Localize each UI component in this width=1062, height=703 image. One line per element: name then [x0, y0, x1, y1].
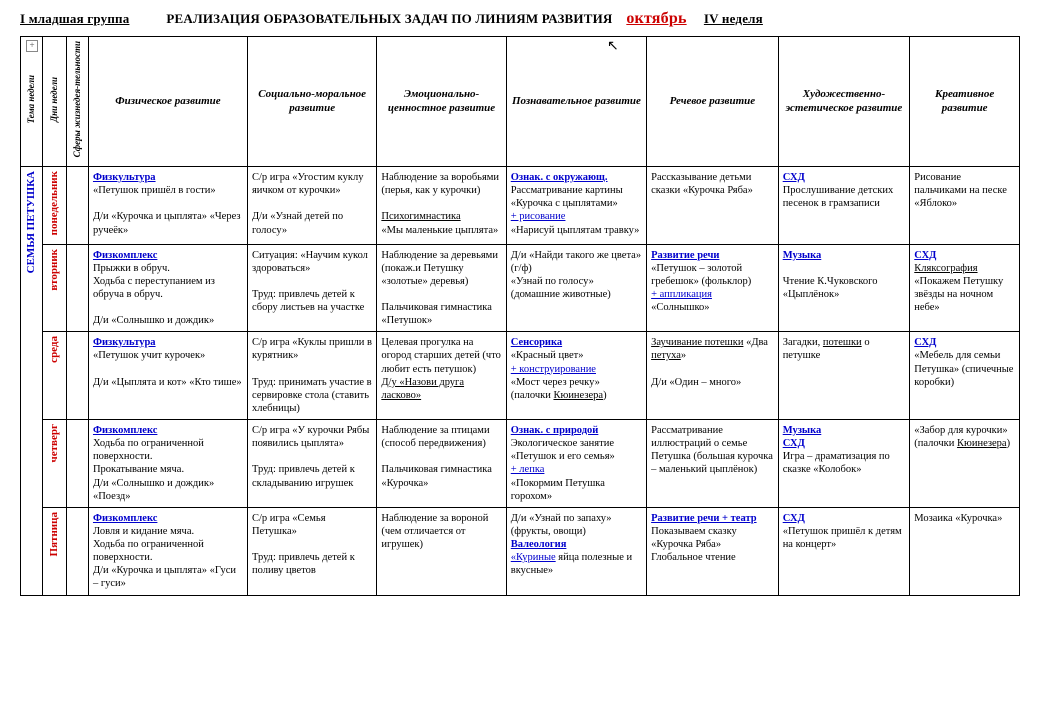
header-days: Дни недели	[42, 37, 66, 167]
cell: Заучивание потешки «Два петуха»Д/и «Один…	[647, 332, 779, 420]
expand-box-icon[interactable]: +	[26, 40, 38, 52]
document-root: + ↖ I младшая группа РЕАЛИЗАЦИЯ ОБРАЗОВА…	[20, 10, 1042, 596]
table-header-row: Тема недели Дни недели Сферы жизнедея-те…	[21, 37, 1020, 167]
main-title: РЕАЛИЗАЦИЯ ОБРАЗОВАТЕЛЬНЫХ ЗАДАЧ ПО ЛИНИ…	[166, 11, 612, 26]
cell: С/р игра «Угостим куклу яичком от курочк…	[247, 167, 376, 245]
table-row: четверг ФизкомплексХодьба по ограниченно…	[21, 420, 1020, 508]
day-label: четверг	[42, 420, 66, 508]
cell: «Забор для курочки» (палочки Кюинезера)	[910, 420, 1020, 508]
cell: МузыкаЧтение К.Чуковского «Цыплёнок»	[778, 244, 910, 332]
col-header: Эмоционально-ценностное развитие	[377, 37, 506, 167]
empty-cell	[67, 244, 89, 332]
cell: С/р игра «Семья Петушка»Труд: привлечь д…	[247, 507, 376, 595]
col-header: Речевое развитие	[647, 37, 779, 167]
cell: СХДПрослушивание детских песенок в грамз…	[778, 167, 910, 245]
cell: Рассматривание иллюстраций о семье Петуш…	[647, 420, 779, 508]
day-label: понедельник	[42, 167, 66, 245]
cell: Ситуация: «Научим кукол здороваться»Труд…	[247, 244, 376, 332]
col-header: Художественно-эстетическое развитие	[778, 37, 910, 167]
cell: Наблюдение за вороной (чем отличается от…	[377, 507, 506, 595]
table-row: Пятница ФизкомплексЛовля и кидание мяча.…	[21, 507, 1020, 595]
group-label: I младшая группа	[20, 11, 129, 26]
col-header: Физическое развитие	[88, 37, 247, 167]
cell: Мозаика «Курочка»	[910, 507, 1020, 595]
month-label: октябрь	[626, 10, 686, 27]
col-header: Познавательное развитие	[506, 37, 646, 167]
col-header: Социально-моральное развитие	[247, 37, 376, 167]
cell: Физкультура«Петушок учит курочек»Д/и «Цы…	[88, 332, 247, 420]
cell: Д/и «Найди такого же цвета» (г/ф)«Узнай …	[506, 244, 646, 332]
page-title: I младшая группа РЕАЛИЗАЦИЯ ОБРАЗОВАТЕЛЬ…	[20, 10, 1042, 28]
cell: Ознак. с окружающ.Рассматривание картины…	[506, 167, 646, 245]
cell: МузыкаСХДИгра – драматизация по сказке «…	[778, 420, 910, 508]
cell: Рисование пальчиками на песке «Яблоко»	[910, 167, 1020, 245]
empty-cell	[67, 420, 89, 508]
cell: С/р игра «У курочки Рябы появились цыпля…	[247, 420, 376, 508]
cell: СХД«Петушок пришёл к детям на концерт»	[778, 507, 910, 595]
cell: ФизкомплексПрыжки в обруч.Ходьба с перес…	[88, 244, 247, 332]
cell: Загадки, потешки о петушке	[778, 332, 910, 420]
cell: Наблюдение за птицами (способ передвижен…	[377, 420, 506, 508]
empty-cell	[67, 507, 89, 595]
day-label: вторник	[42, 244, 66, 332]
plan-table: Тема недели Дни недели Сферы жизнедея-те…	[20, 36, 1020, 596]
cell: Ознак. с природойЭкологическое занятие «…	[506, 420, 646, 508]
table-row: СЕМЬЯ ПЕТУШКА понедельник Физкультура«Пе…	[21, 167, 1020, 245]
cell: Развитие речи + театрПоказываем сказку «…	[647, 507, 779, 595]
header-sphere: Сферы жизнедея-тельности	[67, 37, 89, 167]
cell: Д/и «Узнай по запаху» (фрукты, овощи)Вал…	[506, 507, 646, 595]
table-row: среда Физкультура«Петушок учит курочек»Д…	[21, 332, 1020, 420]
col-header: Креативное развитие	[910, 37, 1020, 167]
cell: Наблюдение за деревьями (покаж.и Петушку…	[377, 244, 506, 332]
cell: СХД«Мебель для семьи Петушка» (спичечные…	[910, 332, 1020, 420]
cell: Наблюдение за воробьями (перья, как у ку…	[377, 167, 506, 245]
cell: Целевая прогулка на огород старших детей…	[377, 332, 506, 420]
cell: ФизкомплексХодьба по ограниченной поверх…	[88, 420, 247, 508]
day-label: Пятница	[42, 507, 66, 595]
cell: Развитие речи«Петушок – золотой гребешок…	[647, 244, 779, 332]
cell: Физкультура«Петушок пришёл в гости»Д/и «…	[88, 167, 247, 245]
topic-cell: СЕМЬЯ ПЕТУШКА	[21, 167, 43, 596]
table-row: вторник ФизкомплексПрыжки в обруч.Ходьба…	[21, 244, 1020, 332]
day-label: среда	[42, 332, 66, 420]
cell: Сенсорика«Красный цвет»+ конструирование…	[506, 332, 646, 420]
cell: ФизкомплексЛовля и кидание мяча.Ходьба п…	[88, 507, 247, 595]
empty-cell	[67, 167, 89, 245]
header-theme: Тема недели	[21, 37, 43, 167]
cell: С/р игра «Куклы пришли в курятник»Труд: …	[247, 332, 376, 420]
cell: Рассказывание детьми сказки «Курочка Ряб…	[647, 167, 779, 245]
week-label: IV неделя	[704, 11, 763, 26]
empty-cell	[67, 332, 89, 420]
cell: СХДКляксография«Покажем Петушку звёзды н…	[910, 244, 1020, 332]
